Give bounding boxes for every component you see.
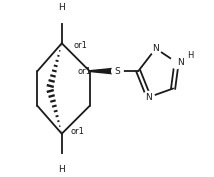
Circle shape [112,65,123,77]
Circle shape [143,92,155,103]
Text: N: N [145,93,152,102]
Text: S: S [114,67,120,76]
Text: N: N [177,58,184,67]
Polygon shape [90,68,117,74]
Circle shape [150,43,161,54]
Text: H: H [187,51,193,60]
Text: H: H [58,165,65,174]
Circle shape [56,12,67,22]
Text: N: N [152,44,159,53]
Text: or1: or1 [70,127,84,136]
Circle shape [56,155,67,165]
Text: or1: or1 [74,41,88,50]
Text: or1: or1 [77,67,91,76]
Text: H: H [58,3,65,12]
Circle shape [171,56,183,68]
